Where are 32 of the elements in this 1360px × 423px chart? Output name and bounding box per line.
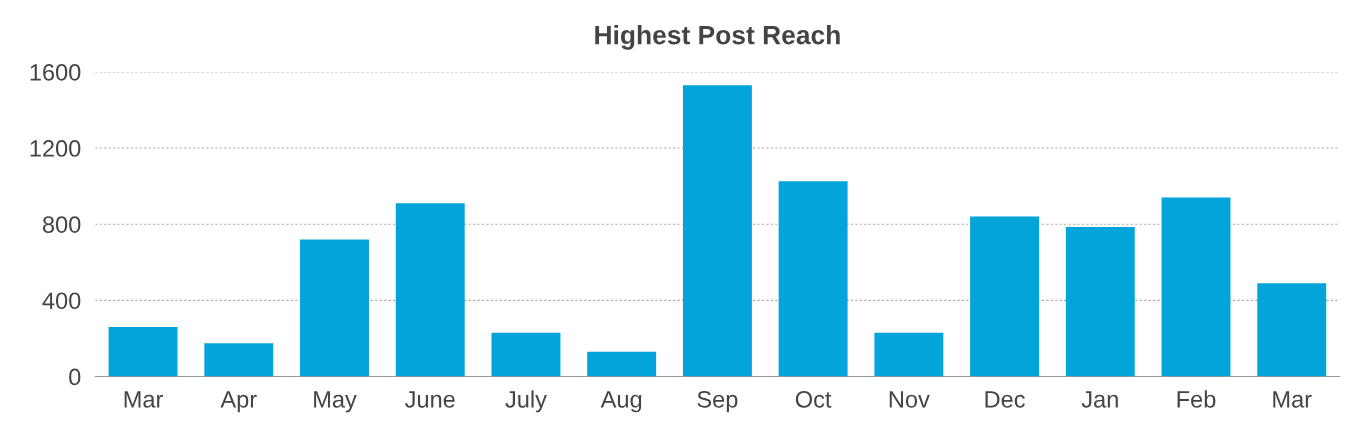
y-tick-label: 1600: [30, 63, 81, 81]
y-tick-label: 800: [42, 216, 81, 233]
x-tick-label: June: [405, 391, 455, 408]
x-tick-label: Oct: [795, 390, 832, 408]
x-tick-label: Mar: [1273, 391, 1312, 408]
x-tick-label: May: [314, 391, 357, 413]
bar: [970, 216, 1040, 377]
bar: [1065, 227, 1135, 377]
bar: [395, 203, 465, 377]
x-tick-label: Dec: [985, 391, 1025, 408]
x-tick-label: Apr: [220, 391, 257, 413]
bar: [300, 239, 369, 377]
x-tick-label: Sep: [697, 390, 738, 413]
y-tick-label: 400: [42, 292, 81, 310]
x-tick-label: Aug: [600, 391, 642, 413]
x-tick-label: Nov: [889, 391, 930, 408]
bar: [108, 326, 178, 377]
chart-title: Highest Post Reach: [595, 25, 840, 50]
y-tick-label: 1200: [30, 140, 81, 157]
bar: [778, 181, 848, 377]
bar: [874, 332, 944, 377]
bar: [1257, 283, 1327, 377]
x-tick-label: Jan: [1081, 391, 1118, 408]
bar: [204, 343, 274, 377]
y-tick-label: 0: [69, 368, 81, 386]
bar: [491, 332, 561, 377]
x-tick-label: July: [505, 390, 547, 413]
bar: [587, 351, 657, 377]
bar: [682, 85, 752, 377]
x-tick-label: Feb: [1177, 390, 1216, 408]
x-tick-label: Mar: [124, 391, 163, 408]
bar: [1161, 197, 1231, 377]
